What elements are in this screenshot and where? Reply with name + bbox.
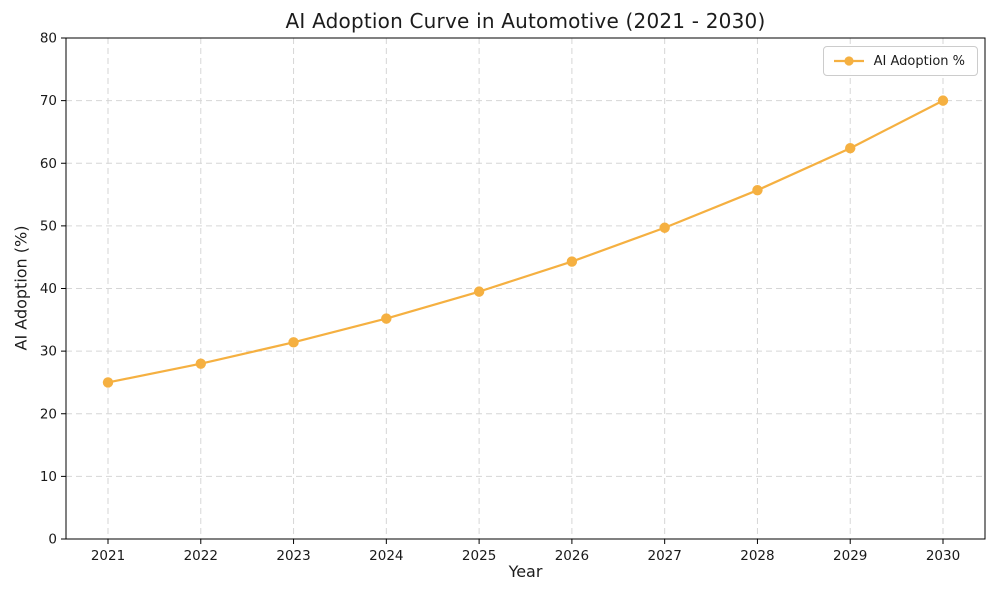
y-tick-label: 20 — [40, 406, 57, 422]
x-tick-label: 2024 — [369, 548, 403, 564]
data-point — [381, 313, 392, 324]
x-tick-label: 2026 — [555, 548, 589, 564]
x-tick-label: 2023 — [276, 548, 310, 564]
x-tick-label: 2021 — [91, 548, 125, 564]
legend-marker — [844, 56, 854, 66]
data-line — [106, 99, 945, 384]
x-tick-label: 2027 — [647, 548, 681, 564]
chart-title: AI Adoption Curve in Automotive (2021 - … — [285, 9, 766, 33]
y-tick-label: 40 — [40, 281, 57, 297]
data-point — [659, 222, 670, 233]
x-axis-title: Year — [508, 562, 543, 581]
legend-label: AI Adoption % — [873, 53, 965, 69]
y-tick-label: 10 — [40, 469, 57, 485]
data-point — [937, 95, 949, 106]
y-tick-label: 0 — [48, 532, 57, 548]
data-point — [752, 184, 763, 196]
y-tick-label: 70 — [40, 93, 57, 109]
data-point — [473, 286, 485, 297]
x-tick-label: 2025 — [462, 548, 496, 564]
x-tick-label: 2022 — [184, 548, 218, 564]
x-tick-label: 2030 — [926, 548, 960, 564]
data-point — [102, 377, 114, 388]
y-tick-label: 30 — [40, 344, 57, 360]
data-point — [566, 256, 578, 267]
data-point — [195, 358, 206, 369]
x-tick-label: 2028 — [740, 548, 774, 564]
legend-line-marker-icon — [833, 56, 864, 66]
legend: AI Adoption % — [822, 46, 978, 76]
data-point — [845, 143, 856, 154]
x-tick-label: 2029 — [833, 548, 867, 564]
y-tick-label: 50 — [40, 218, 57, 234]
data-point — [288, 337, 299, 348]
y-tick-label: 80 — [40, 31, 57, 47]
y-tick-label: 60 — [40, 156, 57, 172]
